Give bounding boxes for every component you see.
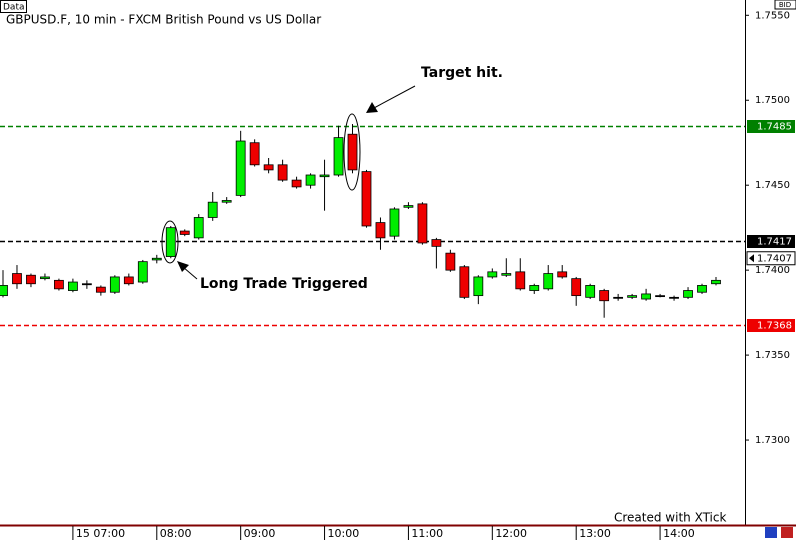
highlight-ellipse	[343, 113, 361, 191]
y-tick-label: 1.7400	[755, 265, 790, 276]
candle-body	[655, 295, 665, 298]
x-tick-label: 12:00	[495, 527, 527, 540]
candle-body	[669, 296, 679, 299]
arrowhead	[177, 261, 189, 272]
bid-label: BID	[779, 1, 791, 9]
y-tick-label: 1.7500	[755, 95, 790, 106]
x-tick-label: 14:00	[663, 527, 695, 540]
icon[interactable]	[765, 527, 777, 538]
candle-body	[319, 174, 330, 178]
candle-body	[557, 271, 568, 278]
footer: Created with XTick	[614, 511, 726, 525]
candle-body	[249, 142, 260, 166]
last-price-pointer	[749, 254, 754, 263]
candle-body	[305, 174, 316, 186]
x-tick-label: 10:00	[328, 527, 360, 540]
candle-body	[333, 137, 344, 176]
candle-body	[543, 273, 554, 290]
data-tab[interactable]	[0, 0, 27, 13]
x-tick-label: 09:00	[244, 527, 276, 540]
candle-body	[263, 164, 274, 171]
candle-body	[711, 279, 721, 285]
last-price-label: 1.7407	[757, 253, 792, 264]
candle-body	[529, 285, 540, 291]
candle-body	[109, 276, 120, 293]
level-label-box	[747, 319, 795, 332]
y-tick-label: 1.7550	[755, 10, 790, 21]
level-label: 1.7485	[757, 122, 792, 133]
candle-body	[571, 278, 582, 297]
annotation: Long Trade Triggered	[200, 276, 368, 292]
candle-body	[151, 257, 162, 261]
candle-body	[389, 208, 400, 237]
candle-body	[585, 285, 596, 298]
bid-box	[774, 0, 796, 10]
last-price-box	[746, 251, 796, 266]
candle-body	[207, 201, 218, 218]
candle-body	[445, 252, 456, 271]
level-label-box	[747, 235, 795, 248]
highlight-ellipse	[161, 220, 179, 264]
plot-area: 1.7550 1.7500 1.7450 1.7400 1.7350 1.7300 15 0…	[0, 10, 796, 540]
candle-body	[613, 296, 624, 299]
y-tick-label: 1.7350	[755, 350, 790, 361]
candle-body	[417, 203, 428, 244]
candle-body	[12, 273, 22, 285]
annotation: Target hit.	[421, 65, 503, 81]
icon[interactable]	[781, 527, 793, 538]
candle-body	[54, 279, 64, 290]
arrowhead	[366, 102, 378, 113]
candle-body	[0, 285, 8, 297]
data-tab-label[interactable]: Data	[3, 3, 25, 13]
candle-body	[40, 276, 50, 280]
candle-body	[641, 293, 651, 300]
arrow	[373, 85, 416, 109]
level-label: 1.7368	[757, 321, 792, 332]
candle-body	[627, 295, 638, 298]
x-tick-label: 15 07:00	[76, 527, 125, 540]
candle-body	[347, 133, 358, 171]
candle-body	[221, 200, 232, 203]
candle-body	[515, 271, 526, 290]
candle-body	[375, 222, 386, 239]
candle-body	[599, 290, 610, 302]
candle-body	[487, 271, 498, 278]
x-tick-label: 13:00	[579, 527, 611, 540]
candle-body	[95, 286, 106, 293]
chart-title: GBPUSD.F, 10 min - FXCM British Pound vs…	[6, 13, 321, 27]
level-label-box	[747, 120, 795, 133]
candle-body	[697, 285, 707, 293]
candle-body	[193, 217, 204, 239]
candle-body	[68, 281, 78, 291]
candle-body	[165, 227, 176, 257]
x-tick-label: 11:00	[411, 527, 443, 540]
y-tick-label: 1.7450	[755, 180, 790, 191]
x-tick-label: 08:00	[160, 527, 192, 540]
candle-body	[137, 261, 148, 283]
candle-body	[291, 179, 302, 188]
candle-body	[431, 239, 442, 247]
arrow	[182, 266, 198, 280]
level-label: 1.7417	[757, 237, 792, 248]
candle-body	[277, 164, 288, 181]
candle-body	[235, 140, 246, 196]
candle-body	[361, 171, 372, 227]
candle-body	[123, 276, 134, 285]
candle-body	[501, 273, 512, 276]
candle-body	[459, 266, 470, 298]
candle-body	[81, 283, 92, 286]
candle-body	[403, 205, 414, 208]
candle-body	[26, 274, 36, 285]
y-tick-label: 1.7300	[755, 435, 790, 446]
candle-body	[683, 290, 693, 298]
candle-body	[179, 230, 190, 235]
candle-body	[473, 276, 484, 297]
